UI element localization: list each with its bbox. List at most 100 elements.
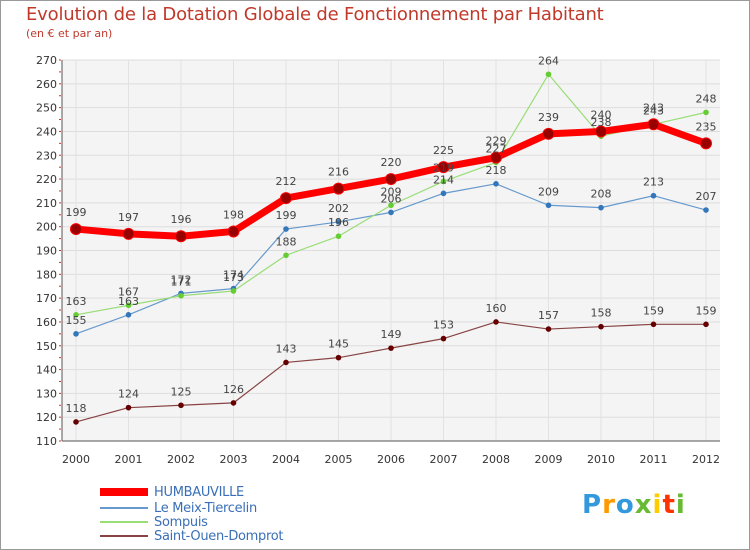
data-point (73, 331, 79, 337)
data-label: 207 (696, 190, 717, 203)
y-tick-label: 200 (36, 221, 57, 234)
legend-label-saint-ouen-domprot: Saint-Ouen-Domprot (154, 528, 284, 544)
logo-letter: o (615, 490, 635, 520)
legend-item-sompuis: Sompuis (100, 514, 208, 530)
data-point (335, 219, 342, 225)
data-point (283, 252, 289, 259)
data-label: 167 (118, 285, 139, 298)
y-tick-label: 130 (36, 387, 57, 400)
data-point (283, 359, 289, 366)
data-point (335, 354, 342, 361)
data-point (493, 319, 499, 325)
y-tick-label: 230 (36, 149, 57, 162)
x-tick-label: 2003 (220, 453, 248, 466)
data-label: 196 (328, 216, 349, 229)
data-label: 243 (643, 101, 664, 114)
data-point (175, 230, 187, 243)
y-tick-label: 190 (36, 245, 57, 258)
data-label: 171 (171, 276, 192, 289)
data-label: 174 (223, 269, 244, 282)
x-tick-label: 2001 (115, 453, 143, 466)
x-tick-label: 2004 (272, 453, 300, 466)
data-point (493, 181, 499, 187)
legend-label-meix-tiercelin: Le Meix-Tiercelin (154, 500, 257, 516)
data-point (125, 311, 132, 318)
data-point (280, 192, 292, 205)
logo-letter: P (582, 490, 603, 520)
data-label: 264 (538, 54, 559, 67)
y-tick-label: 140 (36, 364, 57, 377)
data-point (388, 209, 394, 216)
data-point (388, 345, 394, 351)
data-label: 238 (591, 116, 612, 129)
y-tick-label: 180 (36, 268, 57, 281)
data-label: 199 (66, 206, 87, 219)
data-point (73, 311, 79, 318)
data-label: 225 (433, 144, 454, 157)
chart-subtitle: (en € et par an) (26, 27, 113, 40)
data-point (700, 137, 712, 150)
data-label: 202 (328, 202, 349, 215)
legend-swatch-meix-tiercelin (100, 507, 148, 509)
x-tick-label: 2002 (167, 453, 195, 466)
data-point (385, 173, 397, 186)
data-point (650, 321, 657, 328)
legend-swatch-saint-ouen-domprot (100, 535, 148, 537)
y-tick-label: 260 (36, 78, 57, 91)
data-label: 219 (433, 161, 454, 174)
logo-letter: r (602, 490, 616, 520)
y-tick-label: 270 (36, 54, 57, 67)
data-label: 155 (66, 314, 87, 327)
x-tick-label: 2006 (377, 453, 405, 466)
x-tick-label: 2008 (482, 453, 510, 466)
data-label: 158 (591, 307, 612, 320)
data-label: 157 (538, 309, 559, 322)
logo-letter: t (662, 490, 676, 520)
y-tick-label: 240 (36, 125, 57, 138)
legend-swatch-humbauville (100, 488, 148, 496)
data-point (440, 335, 447, 342)
data-label: 163 (118, 295, 139, 308)
data-label: 125 (171, 385, 192, 398)
data-label: 220 (381, 156, 402, 169)
data-point (125, 404, 132, 411)
data-point (178, 292, 184, 299)
x-tick-label: 2005 (325, 453, 353, 466)
chart-title: Evolution de la Dotation Globale de Fonc… (26, 4, 604, 25)
data-label: 143 (276, 342, 297, 355)
legend-label-sompuis: Sompuis (154, 514, 208, 530)
data-label: 196 (171, 213, 192, 226)
data-label: 199 (276, 209, 297, 222)
data-label: 126 (223, 383, 244, 396)
data-point (490, 151, 502, 164)
data-label: 149 (381, 328, 402, 341)
y-tick-label: 160 (36, 316, 57, 329)
data-label: 159 (643, 304, 664, 317)
legend-item-humbauville: HUMBAUVILLE (100, 484, 244, 500)
data-label: 213 (643, 176, 664, 189)
data-label: 218 (486, 164, 507, 177)
data-point (227, 225, 240, 238)
legend-swatch-sompuis (100, 521, 148, 523)
data-label: 209 (538, 185, 559, 198)
y-tick-label: 250 (36, 102, 57, 115)
y-tick-label: 150 (36, 340, 57, 353)
data-label: 209 (381, 185, 402, 198)
data-point (545, 326, 552, 332)
data-point (650, 192, 657, 199)
data-point (283, 226, 289, 232)
data-point (332, 182, 345, 195)
data-point (598, 204, 604, 211)
data-label: 243 (643, 104, 664, 117)
data-label: 124 (118, 388, 139, 401)
x-tick-label: 2009 (535, 453, 563, 466)
data-point (545, 71, 552, 78)
data-label: 229 (486, 135, 507, 148)
x-tick-label: 2010 (587, 453, 615, 466)
x-tick-label: 2007 (430, 453, 458, 466)
data-label: 153 (433, 319, 454, 332)
data-label: 188 (276, 235, 297, 248)
data-label: 160 (486, 302, 507, 315)
data-label: 214 (433, 173, 454, 186)
